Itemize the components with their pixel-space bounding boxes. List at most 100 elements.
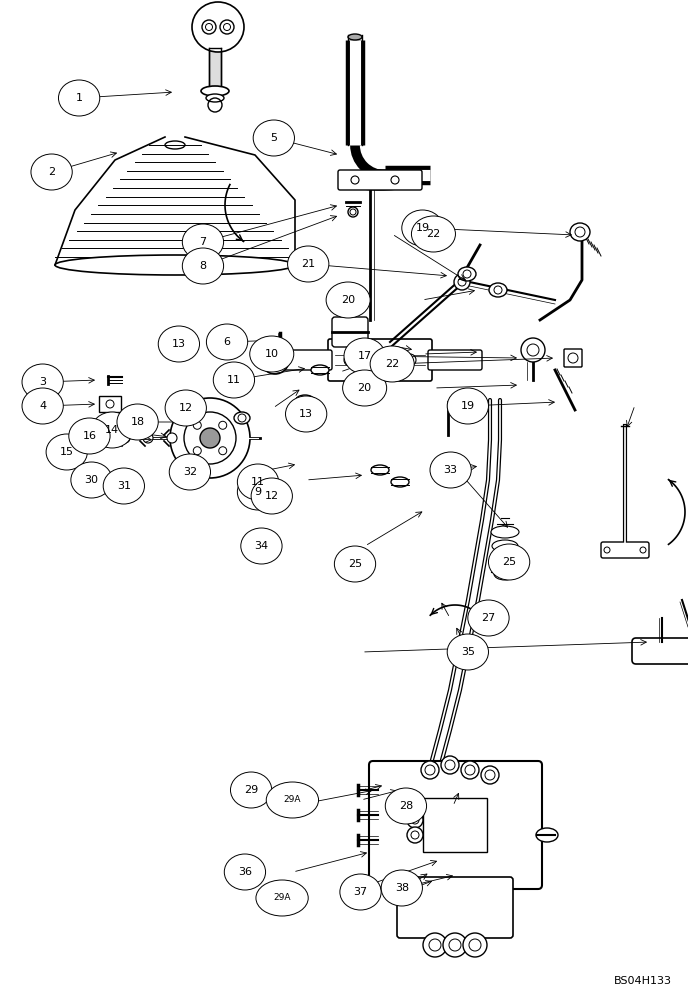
Text: 12: 12 <box>265 491 279 501</box>
Text: 25: 25 <box>502 557 516 567</box>
Ellipse shape <box>206 94 224 102</box>
Circle shape <box>167 433 177 443</box>
Ellipse shape <box>340 170 420 190</box>
Ellipse shape <box>494 568 516 580</box>
Text: 20: 20 <box>358 383 372 393</box>
Circle shape <box>391 176 399 184</box>
FancyBboxPatch shape <box>428 350 482 370</box>
Text: 29A: 29A <box>273 894 291 902</box>
Ellipse shape <box>296 395 314 405</box>
Text: 33: 33 <box>444 465 458 475</box>
Circle shape <box>423 933 447 957</box>
Text: 22: 22 <box>427 229 440 239</box>
Ellipse shape <box>286 396 327 432</box>
Text: 5: 5 <box>270 133 277 143</box>
Text: 35: 35 <box>461 647 475 657</box>
Text: 16: 16 <box>83 431 96 441</box>
Ellipse shape <box>447 388 488 424</box>
Ellipse shape <box>411 216 455 252</box>
Circle shape <box>407 812 423 828</box>
Text: 1: 1 <box>76 93 83 103</box>
Ellipse shape <box>266 782 319 818</box>
FancyBboxPatch shape <box>632 638 688 664</box>
Ellipse shape <box>385 788 427 824</box>
Text: 34: 34 <box>255 541 268 551</box>
Ellipse shape <box>182 224 224 260</box>
Ellipse shape <box>311 365 329 375</box>
Ellipse shape <box>237 464 279 500</box>
Text: 9: 9 <box>255 487 261 497</box>
Ellipse shape <box>334 546 376 582</box>
Ellipse shape <box>256 880 308 916</box>
Ellipse shape <box>570 223 590 241</box>
Text: 11: 11 <box>227 375 241 385</box>
Ellipse shape <box>488 544 530 580</box>
Text: 30: 30 <box>85 475 98 485</box>
Ellipse shape <box>253 120 294 156</box>
Ellipse shape <box>117 404 158 440</box>
Text: 3: 3 <box>39 377 46 387</box>
Ellipse shape <box>158 326 200 362</box>
Text: 36: 36 <box>238 867 252 877</box>
Circle shape <box>351 176 359 184</box>
Text: BS04H133: BS04H133 <box>614 976 672 986</box>
Ellipse shape <box>492 540 518 552</box>
Circle shape <box>443 933 467 957</box>
Ellipse shape <box>430 452 471 488</box>
Circle shape <box>143 433 153 443</box>
Ellipse shape <box>344 338 385 374</box>
Ellipse shape <box>241 528 282 564</box>
Ellipse shape <box>489 283 507 297</box>
Ellipse shape <box>58 80 100 116</box>
Text: 25: 25 <box>348 559 362 569</box>
FancyBboxPatch shape <box>397 877 513 938</box>
Ellipse shape <box>493 554 517 566</box>
Ellipse shape <box>224 854 266 890</box>
Ellipse shape <box>237 474 279 510</box>
Text: 29: 29 <box>244 785 258 795</box>
Text: 14: 14 <box>105 425 119 435</box>
FancyBboxPatch shape <box>332 317 368 347</box>
Text: 6: 6 <box>224 337 230 347</box>
FancyBboxPatch shape <box>268 350 332 370</box>
Text: 18: 18 <box>131 417 144 427</box>
Ellipse shape <box>402 210 443 246</box>
Text: 4: 4 <box>39 401 46 411</box>
Circle shape <box>421 761 439 779</box>
Ellipse shape <box>22 364 63 400</box>
Ellipse shape <box>348 34 362 40</box>
Ellipse shape <box>230 772 272 808</box>
Circle shape <box>407 827 423 843</box>
Text: 11: 11 <box>251 477 265 487</box>
Ellipse shape <box>458 267 476 281</box>
Ellipse shape <box>491 526 519 538</box>
Text: 20: 20 <box>341 295 355 305</box>
FancyBboxPatch shape <box>601 542 649 558</box>
Ellipse shape <box>220 20 234 34</box>
Text: 13: 13 <box>172 339 186 349</box>
Text: 7: 7 <box>200 237 206 247</box>
Circle shape <box>170 398 250 478</box>
Circle shape <box>261 346 289 374</box>
Text: 22: 22 <box>385 359 399 369</box>
Text: 13: 13 <box>299 409 313 419</box>
Ellipse shape <box>371 465 389 475</box>
Ellipse shape <box>71 462 112 498</box>
Ellipse shape <box>202 20 216 34</box>
Ellipse shape <box>192 2 244 52</box>
FancyBboxPatch shape <box>209 48 221 93</box>
Ellipse shape <box>343 370 387 406</box>
Text: 28: 28 <box>399 801 413 811</box>
Text: 21: 21 <box>301 259 315 269</box>
Text: 19: 19 <box>416 223 429 233</box>
Circle shape <box>184 412 236 464</box>
Circle shape <box>441 756 459 774</box>
Text: 17: 17 <box>358 351 372 361</box>
Ellipse shape <box>391 477 409 487</box>
Text: 2: 2 <box>48 167 55 177</box>
Ellipse shape <box>468 600 509 636</box>
Text: 31: 31 <box>117 481 131 491</box>
Ellipse shape <box>381 870 422 906</box>
Circle shape <box>481 766 499 784</box>
Ellipse shape <box>326 282 370 318</box>
